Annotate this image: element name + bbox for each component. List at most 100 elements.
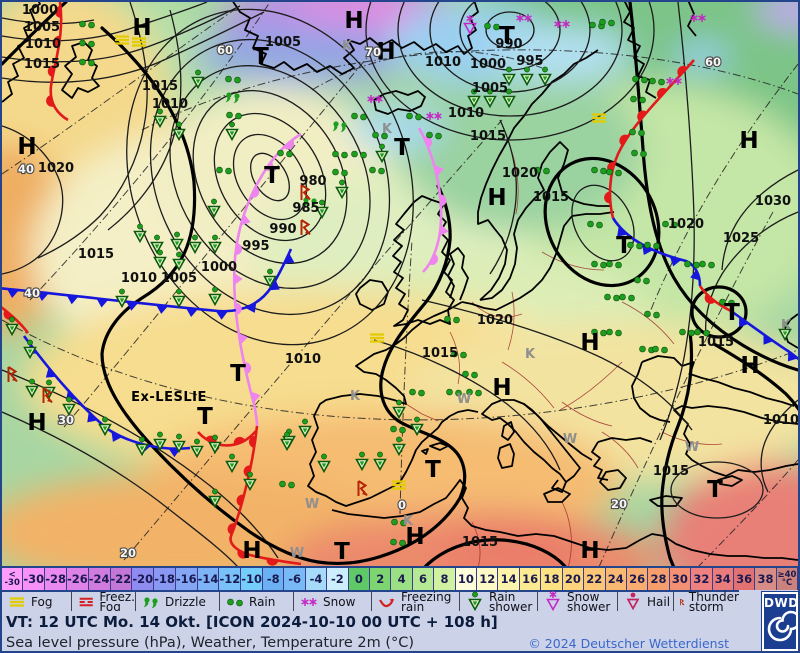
fog-icon xyxy=(8,597,26,607)
cold-front-markers xyxy=(739,316,798,362)
colorbar-cell: 14 xyxy=(498,568,520,590)
map-label: 40 xyxy=(18,162,34,176)
map-label: W xyxy=(457,392,471,407)
map-label: W xyxy=(563,432,577,447)
fog-symbol xyxy=(113,35,131,45)
colorbar-cell: 28 xyxy=(648,568,670,590)
dwd-spiral-icon xyxy=(767,610,798,642)
map-label: K xyxy=(403,514,414,529)
map-label: 1015 xyxy=(462,535,498,550)
map-label: 20 xyxy=(611,497,627,511)
legend-item-shower: Rain shower xyxy=(460,591,538,613)
isobars-thin xyxy=(2,2,798,566)
map-label: T xyxy=(230,361,246,387)
thunder-icon xyxy=(680,598,685,606)
map-description-text: Sea level pressure (hPa), Weather, Tempe… xyxy=(6,635,415,651)
legend-label: Drizzle xyxy=(165,595,206,609)
map-label: 1020 xyxy=(38,161,74,176)
map-label: 60 xyxy=(705,55,721,69)
map-label: 40 xyxy=(24,286,40,300)
warm-front xyxy=(49,2,69,122)
map-label: H xyxy=(580,330,599,356)
map-label: 1000 xyxy=(22,3,58,18)
map-label: 1015 xyxy=(470,129,506,144)
map-label: 1020 xyxy=(668,217,704,232)
map-label: T xyxy=(616,233,632,259)
colorbar-cell: 2 xyxy=(370,568,392,590)
temperature-field xyxy=(2,2,798,566)
colorbar-cell: -26 xyxy=(66,568,89,590)
map-label: 995 xyxy=(516,54,543,69)
map-label: 1005 xyxy=(265,35,301,50)
colorbar-cell: 20 xyxy=(562,568,585,590)
map-label: 990 xyxy=(495,37,522,52)
map-label: H xyxy=(17,134,36,160)
colorbar-cell: < -30 xyxy=(2,568,24,590)
description-line: Sea level pressure (hPa), Weather, Tempe… xyxy=(2,633,739,651)
colorbar-cell: 16 xyxy=(519,568,542,590)
map-label: K xyxy=(342,39,353,54)
symbol-legend: Fog Freez. Fog Drizzle Rain Snow Freezing rain R… xyxy=(2,590,739,614)
colorbar-cell: 26 xyxy=(626,568,649,590)
map-label: 995 xyxy=(242,239,269,254)
legend-label: Thunder storm xyxy=(688,590,739,614)
map-label: 30 xyxy=(58,413,74,427)
map-label: H xyxy=(739,128,758,154)
legend-item-snow: Snow xyxy=(294,592,372,612)
map-label: 1010 xyxy=(121,271,157,286)
cold-front-markers xyxy=(6,253,295,320)
map-label: 1010 xyxy=(25,37,61,52)
legend-label: Rain xyxy=(249,595,276,609)
map-label: K xyxy=(382,122,393,137)
fog-symbol xyxy=(368,333,386,343)
map-label: 20 xyxy=(120,546,136,560)
map-label: 1000 xyxy=(470,57,506,72)
occluded-front-markers xyxy=(234,139,295,404)
hail-icon xyxy=(627,591,639,610)
map-label: H xyxy=(242,538,261,564)
colorbar-cell: ≥40 °C xyxy=(776,568,798,590)
colorbar-cell: -30 xyxy=(23,568,46,590)
legend-label: Freezing rain xyxy=(401,590,452,614)
warm-front xyxy=(608,59,695,219)
map-label: H xyxy=(344,8,363,34)
map-label: 1030 xyxy=(755,194,791,209)
map-label: W xyxy=(290,546,304,561)
map-label: T xyxy=(724,300,740,326)
shower-icon xyxy=(468,591,482,611)
map-label: 1005 xyxy=(24,20,60,35)
map-label: H xyxy=(580,538,599,564)
colorbar-cell: 18 xyxy=(541,568,563,590)
cold-front-markers xyxy=(617,226,701,281)
map-label: T xyxy=(394,135,410,161)
colorbar-cell: -20 xyxy=(132,568,155,590)
dwd-logo-text: DWD xyxy=(764,596,799,610)
colorbar-cell: -2 xyxy=(327,568,349,590)
legend-item-frain: Freezing rain xyxy=(372,590,460,614)
map-label: 0 xyxy=(398,498,406,512)
map-label: T xyxy=(334,539,350,565)
colorbar-cell: 0 xyxy=(348,568,371,590)
map-label: 1005 xyxy=(472,81,508,96)
legend-item-fog: Fog xyxy=(2,592,72,612)
warm-front xyxy=(197,430,257,447)
legend-item-thunder: Thunder storm xyxy=(674,590,739,614)
warm-front xyxy=(698,285,732,313)
map-label: 1000 xyxy=(201,260,237,275)
occluded-front-markers xyxy=(423,136,449,265)
legend-item-drizzle: Drizzle xyxy=(136,592,220,612)
map-label: H xyxy=(492,375,511,401)
map-label: 1015 xyxy=(142,79,178,94)
colorbar-cell: 34 xyxy=(712,568,734,590)
colorbar-cell: 38 xyxy=(755,568,777,590)
map-label: 60 xyxy=(217,43,233,57)
colorbar-cell: -4 xyxy=(305,568,328,590)
map-label: 1005 xyxy=(161,271,197,286)
legend-label: Hail xyxy=(647,595,671,609)
country-borders xyxy=(405,151,723,566)
map-label: 70 xyxy=(365,45,381,59)
map-label: K xyxy=(525,347,536,362)
colorbar-cell: 24 xyxy=(605,568,627,590)
fog-symbol xyxy=(590,113,608,123)
